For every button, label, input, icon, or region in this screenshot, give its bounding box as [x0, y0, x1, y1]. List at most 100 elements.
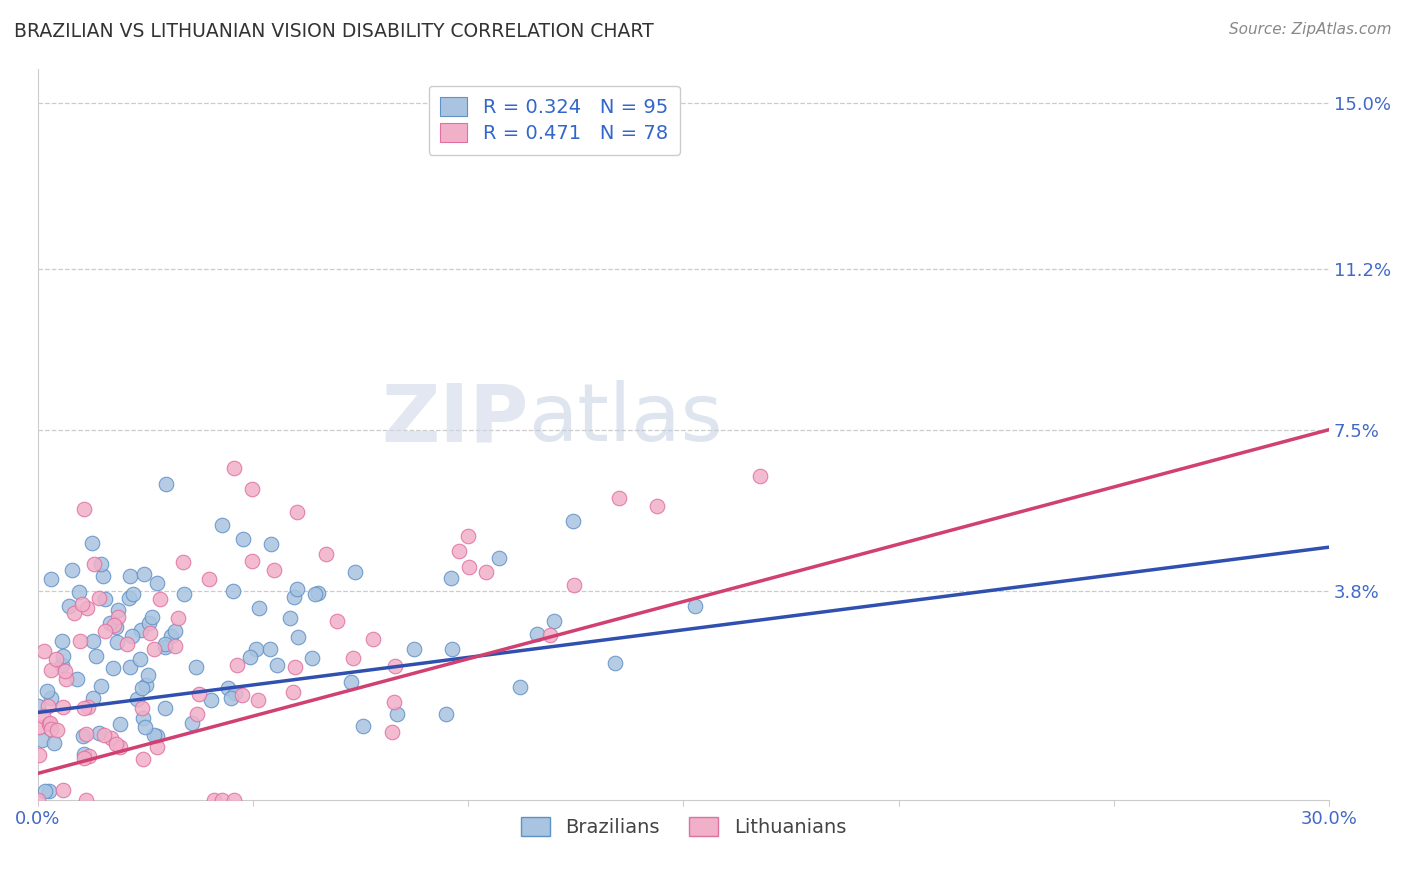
Point: [188, 687, 211, 701]
Point: [247, 601, 270, 615]
Point: [315, 547, 337, 561]
Point: [139, 626, 162, 640]
Point: [283, 590, 305, 604]
Point: [28, 720, 51, 734]
Point: [82, 634, 104, 648]
Point: [226, 658, 249, 673]
Point: [301, 651, 323, 665]
Point: [247, 692, 270, 706]
Point: [278, 611, 301, 625]
Point: [104, 737, 127, 751]
Point: [645, 499, 668, 513]
Point: [382, 695, 405, 709]
Point: [222, 584, 245, 599]
Text: atlas: atlas: [529, 380, 723, 458]
Point: [77, 749, 100, 764]
Point: [38, 784, 60, 798]
Point: [136, 668, 159, 682]
Point: [122, 586, 145, 600]
Point: [509, 680, 531, 694]
Point: [107, 609, 129, 624]
Point: [326, 614, 349, 628]
Point: [231, 688, 253, 702]
Point: [73, 750, 96, 764]
Point: [132, 711, 155, 725]
Point: [343, 565, 366, 579]
Point: [103, 618, 125, 632]
Point: [35, 684, 58, 698]
Point: [239, 649, 262, 664]
Point: [184, 659, 207, 673]
Point: [135, 678, 157, 692]
Point: [543, 614, 565, 628]
Point: [132, 752, 155, 766]
Point: [39, 663, 62, 677]
Point: [118, 569, 141, 583]
Point: [84, 648, 107, 663]
Point: [38, 715, 60, 730]
Point: [159, 630, 181, 644]
Point: [129, 623, 152, 637]
Point: [105, 635, 128, 649]
Point: [121, 629, 143, 643]
Point: [72, 729, 94, 743]
Point: [32, 708, 55, 723]
Point: [259, 641, 281, 656]
Point: [73, 700, 96, 714]
Point: [101, 661, 124, 675]
Point: [107, 603, 129, 617]
Point: [118, 591, 141, 606]
Point: [51, 634, 73, 648]
Point: [55, 672, 77, 686]
Point: [457, 529, 479, 543]
Point: [149, 592, 172, 607]
Point: [439, 571, 461, 585]
Point: [198, 572, 221, 586]
Point: [285, 582, 308, 596]
Point: [163, 624, 186, 639]
Point: [155, 476, 177, 491]
Point: [45, 652, 67, 666]
Point: [51, 657, 73, 672]
Point: [172, 556, 194, 570]
Point: [52, 649, 75, 664]
Point: [402, 642, 425, 657]
Point: [44, 735, 66, 749]
Point: [141, 610, 163, 624]
Point: [342, 651, 364, 665]
Point: [27, 792, 49, 806]
Point: [66, 672, 89, 686]
Point: [138, 615, 160, 630]
Point: [475, 565, 498, 579]
Point: [131, 681, 153, 695]
Point: [134, 720, 156, 734]
Point: [90, 679, 112, 693]
Text: BRAZILIAN VS LITHUANIAN VISION DISABILITY CORRELATION CHART: BRAZILIAN VS LITHUANIAN VISION DISABILIT…: [14, 22, 654, 41]
Point: [153, 637, 176, 651]
Point: [89, 726, 111, 740]
Point: [39, 690, 62, 705]
Point: [202, 792, 225, 806]
Point: [562, 514, 585, 528]
Point: [526, 627, 548, 641]
Point: [27, 698, 49, 713]
Point: [232, 532, 254, 546]
Point: [222, 792, 245, 806]
Point: [284, 660, 307, 674]
Point: [200, 693, 222, 707]
Legend: Brazilians, Lithuanians: Brazilians, Lithuanians: [513, 809, 853, 845]
Point: [31, 732, 53, 747]
Point: [240, 554, 263, 568]
Point: [186, 706, 208, 721]
Point: [260, 537, 283, 551]
Point: [94, 591, 117, 606]
Point: [181, 715, 204, 730]
Point: [60, 563, 83, 577]
Point: [352, 719, 374, 733]
Point: [73, 747, 96, 761]
Point: [132, 566, 155, 581]
Point: [222, 461, 245, 475]
Point: [142, 642, 165, 657]
Point: [340, 675, 363, 690]
Point: [173, 587, 195, 601]
